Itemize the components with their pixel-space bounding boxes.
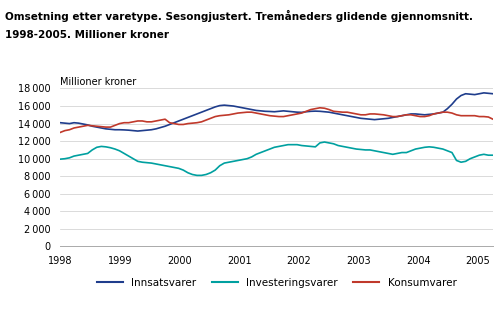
Text: Millioner kroner: Millioner kroner bbox=[60, 77, 137, 87]
Konsumvarer bbox=[317, 106, 323, 110]
Konsumvarer bbox=[57, 131, 63, 134]
Konsumvarer bbox=[490, 117, 496, 121]
Investeringsvarer bbox=[248, 155, 255, 159]
Konsumvarer bbox=[290, 113, 296, 117]
Line: Konsumvarer: Konsumvarer bbox=[60, 108, 493, 132]
Konsumvarer bbox=[180, 123, 186, 126]
Innsatsvarer bbox=[117, 128, 123, 132]
Investeringsvarer bbox=[321, 140, 327, 144]
Konsumvarer bbox=[458, 114, 464, 118]
Investeringsvarer bbox=[463, 160, 469, 163]
Investeringsvarer bbox=[294, 143, 300, 147]
Investeringsvarer bbox=[194, 173, 200, 177]
Innsatsvarer bbox=[57, 121, 63, 125]
Line: Investeringsvarer: Investeringsvarer bbox=[60, 142, 493, 175]
Innsatsvarer bbox=[481, 91, 487, 95]
Line: Innsatsvarer: Innsatsvarer bbox=[60, 93, 493, 131]
Innsatsvarer bbox=[490, 92, 496, 96]
Innsatsvarer bbox=[458, 94, 464, 97]
Investeringsvarer bbox=[57, 157, 63, 161]
Konsumvarer bbox=[276, 115, 282, 118]
Innsatsvarer bbox=[294, 110, 300, 114]
Text: 1998-2005. Millioner kroner: 1998-2005. Millioner kroner bbox=[5, 30, 169, 40]
Konsumvarer bbox=[244, 110, 250, 114]
Legend: Innsatsvarer, Investeringsvarer, Konsumvarer: Innsatsvarer, Investeringsvarer, Konsumv… bbox=[93, 274, 461, 292]
Innsatsvarer bbox=[185, 116, 191, 119]
Innsatsvarer bbox=[248, 108, 255, 112]
Konsumvarer bbox=[117, 122, 123, 125]
Innsatsvarer bbox=[135, 129, 141, 133]
Text: Omsetning etter varetype. Sesongjustert. Tremåneders glidende gjennomsnitt.: Omsetning etter varetype. Sesongjustert.… bbox=[5, 9, 473, 21]
Innsatsvarer bbox=[281, 109, 287, 113]
Investeringsvarer bbox=[180, 168, 186, 172]
Investeringsvarer bbox=[117, 149, 123, 153]
Investeringsvarer bbox=[281, 144, 287, 148]
Investeringsvarer bbox=[490, 153, 496, 157]
